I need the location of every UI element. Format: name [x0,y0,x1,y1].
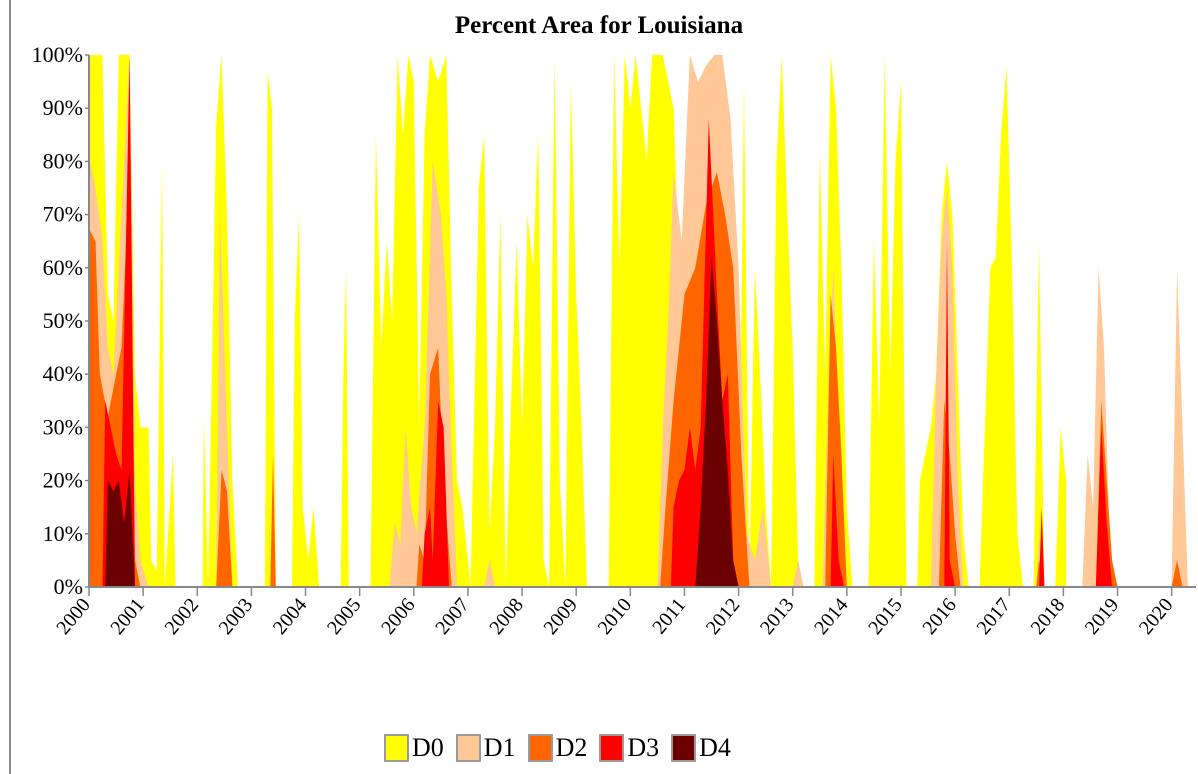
chart-plot: 0% 10% 20% 30% 40% 50% 60% 70% 80% 90% 100% 2000 20… [32,42,1196,639]
y-tick-label: 80% [43,148,83,173]
x-tick-label: 2003 [215,594,258,639]
x-tick-label: 2016 [918,594,961,639]
x-tick-label: 2011 [648,594,690,638]
x-tick-label: 2015 [864,594,907,639]
legend-label: D4 [699,733,731,762]
legend-item-d1: D1 [455,733,516,763]
y-tick-label: 90% [43,95,83,120]
legend-label: D2 [555,733,588,762]
x-tick-label: 2000 [52,594,95,639]
x-tick-label: 2007 [431,594,474,639]
y-tick-label: 60% [43,255,83,280]
x-tick-label: 2013 [756,594,799,639]
x-tick-label: 2010 [594,594,637,639]
y-tick-label: 30% [43,414,83,439]
x-tick-label: 2012 [702,594,745,639]
legend-swatch [599,734,625,762]
legend-label: D0 [412,733,444,762]
x-tick-label: 2004 [269,594,312,639]
y-tick-label: 0% [54,574,83,599]
x-tick-label: 2018 [1027,594,1070,639]
series-area-d0 [89,55,1067,587]
legend-item-d3: D3 [599,733,659,763]
x-tick-label: 2006 [377,594,420,639]
x-tick-label: 2002 [161,594,204,639]
legend: D0 D1 D2 D3 D4 [384,730,743,766]
x-tick-label: 2020 [1135,594,1178,639]
y-tick-label: 50% [43,308,83,333]
series-area-d1 [89,55,1196,587]
legend-label: D3 [627,733,660,762]
chart-title: Percent Area for Louisiana [454,12,744,39]
legend-swatch [671,734,697,762]
legend-item-d2: D2 [527,733,588,763]
y-tick-label: 100% [32,42,83,67]
x-tick-label: 2019 [1081,594,1124,639]
x-tick-label: 2008 [485,594,528,639]
legend-item-d0: D0 [384,733,444,763]
legend-swatch [527,734,553,762]
x-tick-label: 2005 [323,594,366,639]
x-tick-label: 2009 [539,594,582,639]
chart-frame [9,0,1198,774]
legend-swatch [384,734,409,762]
legend-label: D1 [483,733,516,762]
y-tick-label: 10% [43,521,83,546]
x-tick-label: 2001 [106,594,149,639]
y-tick-label: 20% [43,468,83,493]
x-tick-label: 2017 [973,594,1016,639]
legend-item-d4: D4 [671,733,731,763]
x-tick-label: 2014 [810,594,853,639]
y-tick-label: 40% [43,361,83,386]
y-tick-label: 70% [43,202,83,227]
legend-swatch [455,734,481,762]
